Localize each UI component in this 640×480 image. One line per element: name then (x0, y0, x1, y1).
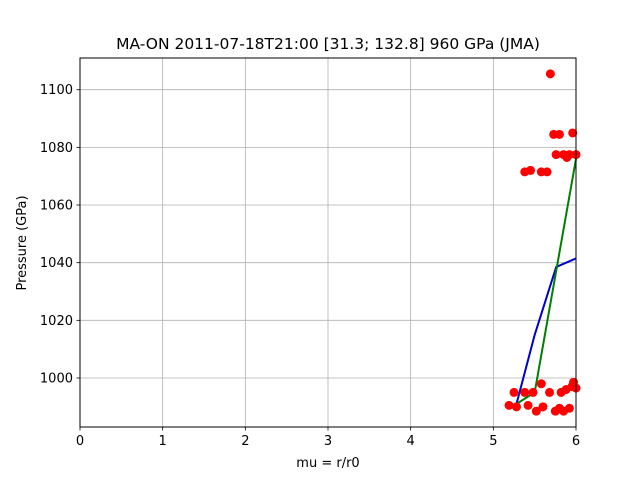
x-tick-label: 5 (489, 434, 497, 449)
grid (79, 58, 577, 427)
data-point (536, 379, 546, 389)
data-point (526, 165, 536, 175)
data-point (523, 400, 533, 410)
x-tick-label: 0 (76, 434, 84, 449)
series-line-1 (515, 257, 577, 405)
y-tick-label: 1040 (40, 256, 73, 271)
x-tick-label: 1 (159, 434, 167, 449)
y-tick-label: 1020 (40, 314, 73, 329)
y-tick-label: 1080 (40, 141, 73, 156)
ticks: 0 1 2 3 4 5 6 1000 1020 1040 1060 1080 1100 (40, 83, 580, 449)
data-point (509, 387, 519, 397)
data-point (554, 129, 564, 139)
chart-title: MA-ON 2011-07-18T21:00 [31.3; 132.8] 960… (116, 35, 540, 53)
data-point (538, 402, 548, 412)
data-point (542, 167, 552, 177)
data-point (504, 400, 514, 410)
data-point (564, 403, 574, 413)
data-point (511, 402, 521, 412)
x-tick-label: 2 (241, 434, 249, 449)
y-axis-label: Pressure (GPa) (15, 195, 30, 290)
y-tick-label: 1060 (40, 199, 73, 214)
data-point (531, 406, 541, 416)
data-points (504, 69, 581, 416)
data-point (568, 128, 578, 138)
y-tick-label: 1000 (40, 371, 73, 386)
x-tick-label: 6 (572, 434, 580, 449)
data-point (545, 387, 555, 397)
data-point (551, 150, 561, 160)
x-tick-label: 3 (324, 434, 332, 449)
x-tick-label: 4 (407, 434, 415, 449)
x-axis-label: mu = r/r0 (296, 456, 359, 471)
y-tick-label: 1100 (40, 83, 73, 98)
data-point (545, 69, 555, 79)
data-point (564, 150, 574, 160)
data-point (528, 387, 538, 397)
data-point (520, 387, 530, 397)
